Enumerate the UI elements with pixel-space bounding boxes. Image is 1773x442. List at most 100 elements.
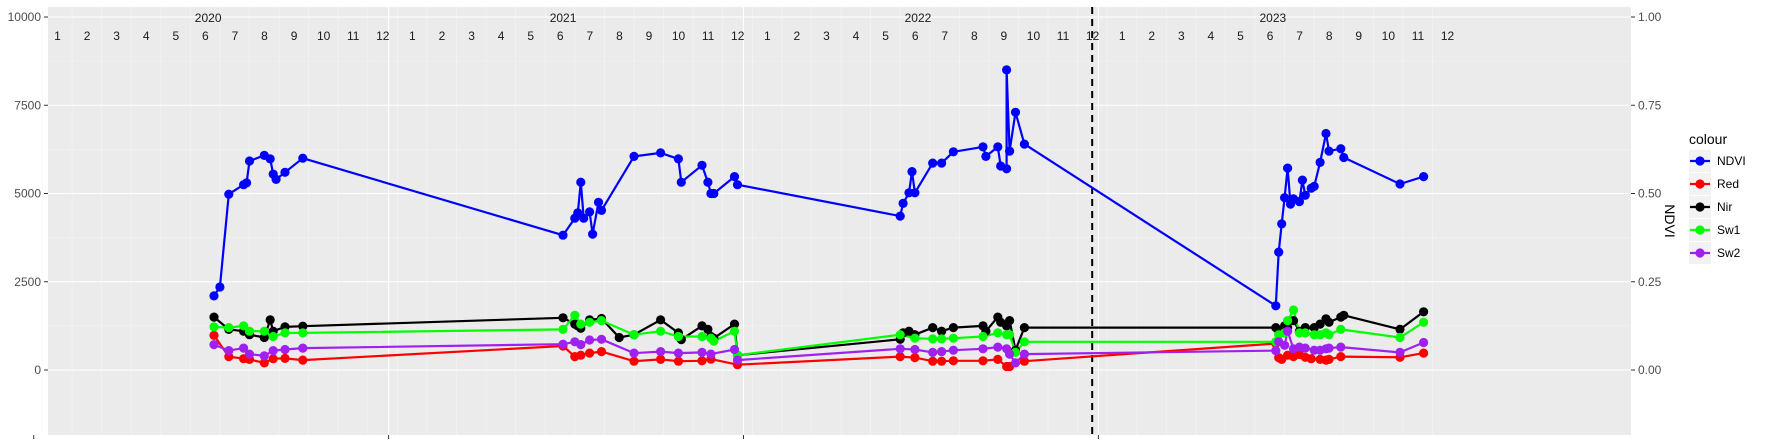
month-label: 2 (1148, 29, 1155, 43)
left-tick-label: 0 (34, 363, 41, 377)
grid-major (33, 7, 1631, 435)
month-label: 5 (882, 29, 889, 43)
right-tick-label: 0.50 (1638, 187, 1662, 201)
point-sw2 (1419, 337, 1429, 348)
point-ndvi (1005, 146, 1015, 156)
point-ndvi (1419, 172, 1429, 182)
point-sw1 (576, 319, 586, 329)
point-sw1 (268, 331, 278, 342)
month-label: 4 (143, 29, 150, 43)
point-sw1 (596, 316, 607, 326)
month-label: 8 (261, 29, 268, 43)
year-label: 2020 (195, 11, 222, 25)
point-red (1306, 354, 1316, 364)
point-sw1 (1019, 337, 1029, 347)
legend-label: Red (1717, 177, 1739, 191)
month-label: 10 (317, 29, 331, 43)
month-label: 9 (1001, 29, 1008, 43)
point-sw2 (244, 349, 255, 359)
point-nir (948, 323, 959, 333)
point-sw2 (1283, 326, 1293, 336)
point-red (259, 358, 269, 368)
month-label: 4 (1208, 29, 1215, 43)
left-tick-label: 2500 (14, 275, 41, 289)
month-label: 7 (941, 29, 948, 43)
point-ndvi (1339, 152, 1349, 163)
legend-key-point (1695, 179, 1705, 189)
month-label: 7 (586, 29, 593, 43)
point-red (937, 356, 947, 366)
point-sw2 (1010, 358, 1021, 368)
point-ndvi (1002, 164, 1012, 174)
point-sw1 (895, 330, 905, 340)
month-label: 12 (731, 29, 745, 43)
month-label: 8 (616, 29, 623, 43)
month-label: 2 (439, 29, 446, 43)
point-nir (1005, 316, 1015, 326)
point-sw2 (1336, 342, 1346, 352)
left-axis-ticks: 0 2500 5000 7500 10000 (8, 10, 48, 377)
month-label: 6 (1267, 29, 1274, 43)
point-red (209, 330, 219, 340)
point-ndvi (558, 230, 568, 240)
point-ndvi (898, 198, 908, 208)
point-sw1 (239, 321, 249, 331)
point-ndvi (1336, 144, 1346, 154)
point-red (993, 354, 1003, 364)
point-nir (1419, 307, 1429, 317)
month-label: 3 (823, 29, 830, 43)
bottom-axis-ticks (33, 435, 1099, 439)
year-label: 2023 (1259, 11, 1286, 25)
point-ndvi (1297, 175, 1307, 185)
point-ndvi (1283, 163, 1293, 173)
month-label: 8 (971, 29, 978, 43)
right-tick-label: 0.75 (1638, 98, 1662, 112)
left-tick-label: 5000 (14, 187, 41, 201)
point-sw1 (656, 326, 666, 336)
point-ndvi (978, 142, 988, 152)
point-red (596, 347, 607, 357)
point-ndvi (1019, 139, 1029, 149)
point-sw2 (993, 342, 1003, 352)
month-label: 10 (1027, 29, 1041, 43)
point-red (585, 348, 595, 358)
point-sw1 (697, 331, 707, 342)
month-label: 2 (84, 29, 91, 43)
point-ndvi (910, 188, 920, 198)
point-sw2 (1324, 343, 1334, 353)
month-label: 4 (853, 29, 860, 43)
point-sw1 (259, 326, 269, 336)
month-labels: 1 2 3 4 5 6 7 8 9 10 11 12 1 2 3 4 5 6 7 8 9 10 11 12 1 2 3 4 5 6 7 8 9 1… (54, 29, 1454, 43)
month-label: 11 (1057, 29, 1070, 43)
point-red (978, 356, 988, 366)
month-label: 5 (1237, 29, 1244, 43)
point-sw1 (729, 326, 740, 336)
point-nir (1395, 324, 1405, 334)
point-red (928, 356, 938, 366)
point-nir (656, 315, 666, 325)
point-sw1 (585, 317, 595, 327)
point-sw2 (558, 339, 568, 349)
month-label: 8 (1326, 29, 1333, 43)
point-ndvi (907, 167, 917, 177)
point-red (629, 356, 639, 366)
point-sw1 (928, 334, 938, 344)
point-sw1 (558, 324, 568, 334)
right-axis-title: NDVI (1662, 204, 1678, 237)
point-ndvi (1395, 179, 1405, 189)
point-sw1 (298, 328, 308, 338)
point-red (697, 356, 707, 366)
point-ndvi (1280, 193, 1290, 203)
point-sw2 (706, 349, 716, 359)
point-sw1 (1324, 330, 1334, 340)
point-sw2 (1019, 349, 1029, 359)
point-ndvi (697, 160, 707, 170)
point-sw2 (1005, 349, 1015, 359)
legend-label: Nir (1717, 200, 1732, 214)
point-sw1 (1300, 328, 1310, 338)
month-label: 3 (113, 29, 120, 43)
month-label: 9 (1355, 29, 1362, 43)
month-label: 12 (376, 29, 390, 43)
point-ndvi (1002, 65, 1012, 75)
point-ndvi (673, 154, 684, 164)
